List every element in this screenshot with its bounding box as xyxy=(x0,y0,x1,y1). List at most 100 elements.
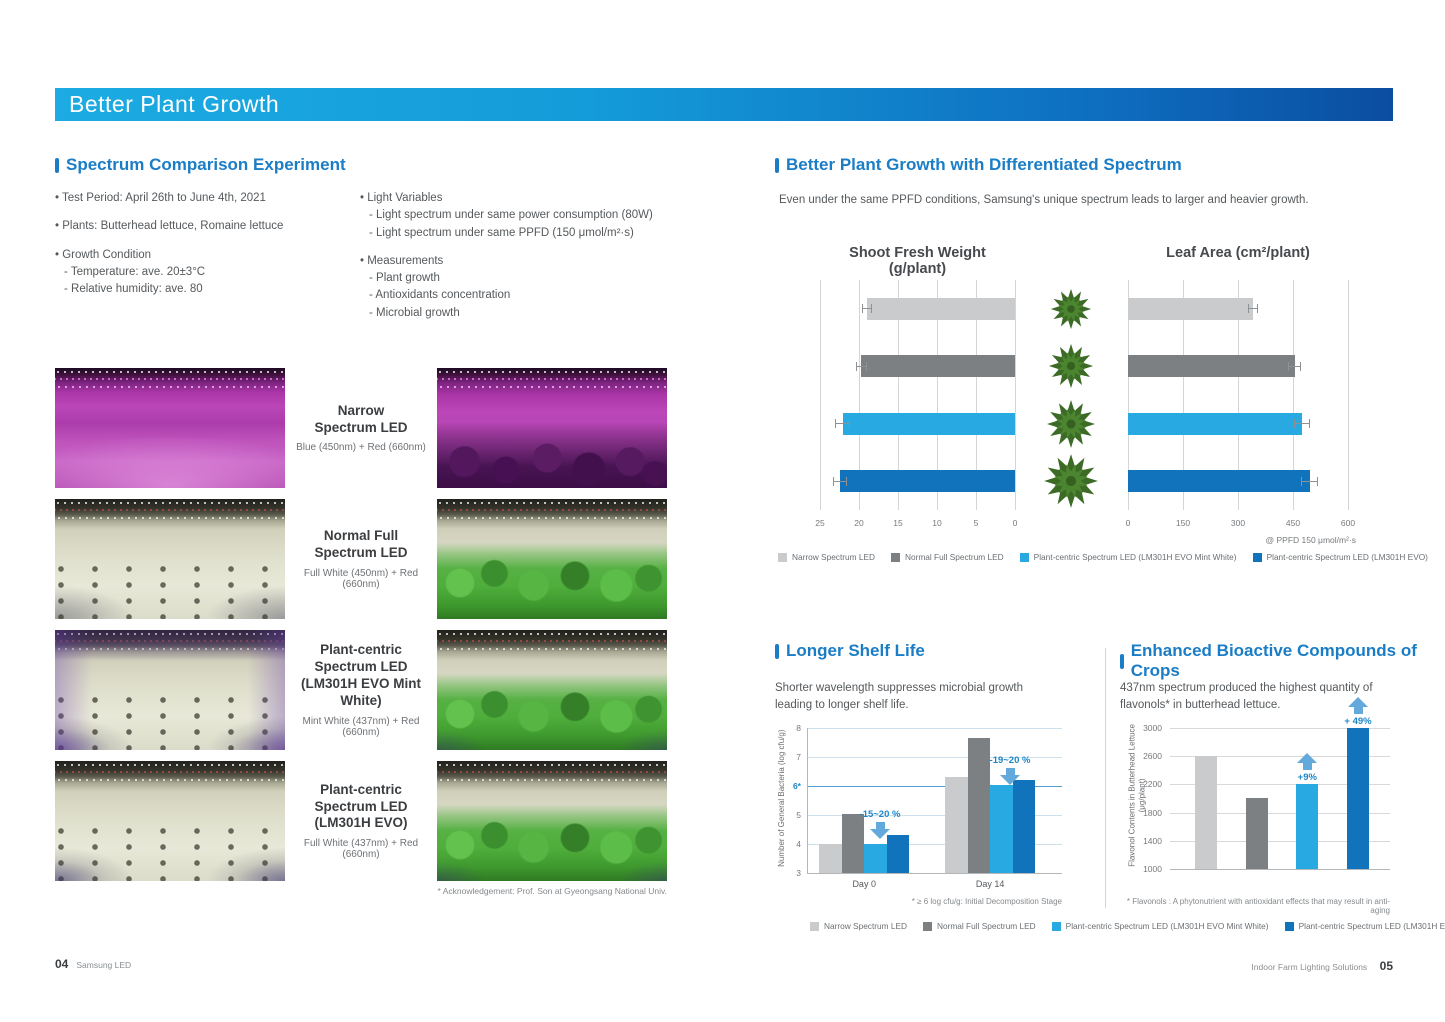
chart-panel-title: Leaf Area (cm²/plant) xyxy=(1166,245,1310,261)
gridline xyxy=(807,728,1062,729)
axis-tick-label: 5 xyxy=(973,518,979,528)
gridline xyxy=(859,280,860,510)
led-row-title: Plant-centric Spectrum LED (LM301H EVO) xyxy=(314,781,408,831)
bar xyxy=(842,412,1015,435)
reference-line xyxy=(807,786,1062,787)
accent-bar-icon xyxy=(1120,653,1124,669)
condition-subtext: - Relative humidity: ave. 80 xyxy=(64,283,203,295)
condition-text: • Plants: Butterhead lettuce, Romaine le… xyxy=(55,220,284,233)
y-axis-label: Number of General Bacteria (log cfu/g) xyxy=(776,728,786,867)
annotation: + 49% xyxy=(1336,697,1380,727)
arrow-up-icon xyxy=(1348,697,1368,714)
arrow-down-icon xyxy=(870,822,890,839)
arrow-stem xyxy=(1005,768,1015,775)
gridline xyxy=(807,757,1062,758)
chart-legend: Narrow Spectrum LED Normal Full Spectrum … xyxy=(778,552,1428,562)
gridline xyxy=(1128,280,1129,510)
gridline xyxy=(807,844,1062,845)
gridline xyxy=(1170,812,1390,814)
section-header-bioactive: Enhanced Bioactive Compounds of Crops xyxy=(1120,641,1445,681)
arrow-down-icon xyxy=(1000,768,1020,785)
axis-tick-label: 600 xyxy=(1340,518,1356,528)
arrow-head xyxy=(1000,775,1020,785)
axis-tick-label: 15 xyxy=(893,518,903,528)
gridline xyxy=(1170,840,1390,842)
lettuce-image xyxy=(1048,343,1094,394)
gridline xyxy=(1170,728,1390,729)
conditions-column-2: • Light Variables - Light spectrum under … xyxy=(360,190,690,333)
legend-item: Plant-centric Spectrum LED (LM301H EVO M… xyxy=(1019,552,1237,562)
legend-item: Normal Full Spectrum LED xyxy=(891,552,1004,562)
legend-swatch-icon xyxy=(1284,921,1294,931)
led-row-label-narrow: Narrow Spectrum LED Blue (450nm) + Red (… xyxy=(285,368,437,488)
lettuce-image xyxy=(1050,288,1092,335)
axis-tick-label: 8 xyxy=(796,723,801,733)
bar xyxy=(1245,797,1268,869)
condition-subtext: - Light spectrum under same PPFD (150 μm… xyxy=(369,226,634,239)
error-bar xyxy=(861,304,872,314)
category-label: Day 14 xyxy=(975,879,1005,889)
axis-tick-label: 1000 xyxy=(1143,864,1162,874)
axis-tick-label: 1400 xyxy=(1143,835,1162,846)
axis-tick-label: 450 xyxy=(1285,518,1301,528)
legend-swatch-icon xyxy=(810,921,819,931)
led-row-subtitle: Mint White (437nm) + Red (660nm) xyxy=(302,715,420,738)
bar xyxy=(967,738,991,873)
photo-evo-grown xyxy=(437,761,667,881)
section-title: Spectrum Comparison Experiment xyxy=(66,155,346,174)
legend-label: Narrow Spectrum LED xyxy=(792,552,875,562)
condition-text: • Measurements xyxy=(360,254,444,267)
gridline xyxy=(1348,280,1349,510)
legend-item: Plant-centric Spectrum LED (LM301H EVO) xyxy=(1252,552,1428,562)
error-bar xyxy=(1301,476,1318,486)
axis-tick-label: 10 xyxy=(932,518,942,528)
led-row-label-full: Normal Full Spectrum LED Full White (450… xyxy=(285,499,437,619)
gridline xyxy=(976,280,977,510)
legend-item: Narrow Spectrum LED xyxy=(810,921,907,931)
axis-tick-label: 2200 xyxy=(1143,779,1162,790)
bar xyxy=(819,844,842,873)
chart-panel-title: Shoot Fresh Weight (g/plant) xyxy=(849,245,986,277)
bar xyxy=(861,355,1015,378)
error-bar xyxy=(834,419,851,429)
condition-item: • Measurements - Plant growth - Antioxidan… xyxy=(360,253,690,322)
bar xyxy=(1347,728,1369,869)
arrow-head xyxy=(1348,697,1368,707)
axis-tick-label: 5 xyxy=(796,810,801,820)
axis-tick-label: 6* xyxy=(792,781,801,791)
lettuce-image xyxy=(1043,453,1099,514)
chart-footnote: * Flavonols : A phytonutrient with antio… xyxy=(1126,897,1390,915)
bar xyxy=(1128,297,1253,320)
axis-tick-label: 150 xyxy=(1175,518,1191,528)
legend-swatch-icon xyxy=(891,552,900,562)
axis-tick-label: 3000 xyxy=(1143,723,1162,733)
chart-legend: Narrow Spectrum LED Normal Full Spectrum … xyxy=(810,921,1445,931)
photo-full-spectrum-start xyxy=(55,499,285,619)
annotation: +9% xyxy=(1285,753,1329,783)
bar xyxy=(1128,470,1310,493)
legend-swatch-icon xyxy=(1051,921,1061,931)
arrow-head xyxy=(870,829,890,839)
gridline xyxy=(1170,784,1390,786)
section-header-better-growth: Better Plant Growth with Differentiated … xyxy=(775,155,1182,175)
y-axis-label: Flavonol Contents in Butterhead Lettuce … xyxy=(1127,723,1147,867)
gridline xyxy=(807,815,1062,816)
axis-tick-label: 3 xyxy=(796,868,801,878)
condition-subtext: - Temperature: ave. 20±3°C xyxy=(64,265,206,278)
legend-swatch-icon xyxy=(778,552,787,562)
axis-tick-label: 20 xyxy=(854,518,864,528)
legend-label: Plant-centric Spectrum LED (LM301H EVO) xyxy=(1266,552,1428,562)
legend-swatch-icon xyxy=(923,921,932,931)
photo-narrow-spectrum-start xyxy=(55,368,285,488)
arrow-stem xyxy=(1353,707,1363,714)
axis-tick-label: 1800 xyxy=(1143,807,1162,818)
accent-bar-icon xyxy=(775,643,779,659)
photo-mint-white-grown xyxy=(437,630,667,750)
accent-bar-icon xyxy=(55,157,59,173)
error-bar xyxy=(1247,304,1258,314)
footer-label: Samsung LED xyxy=(76,960,132,970)
x-axis-line xyxy=(807,873,1062,874)
section-title: Better Plant Growth with Differentiated … xyxy=(786,155,1182,174)
gridline xyxy=(1238,280,1239,510)
